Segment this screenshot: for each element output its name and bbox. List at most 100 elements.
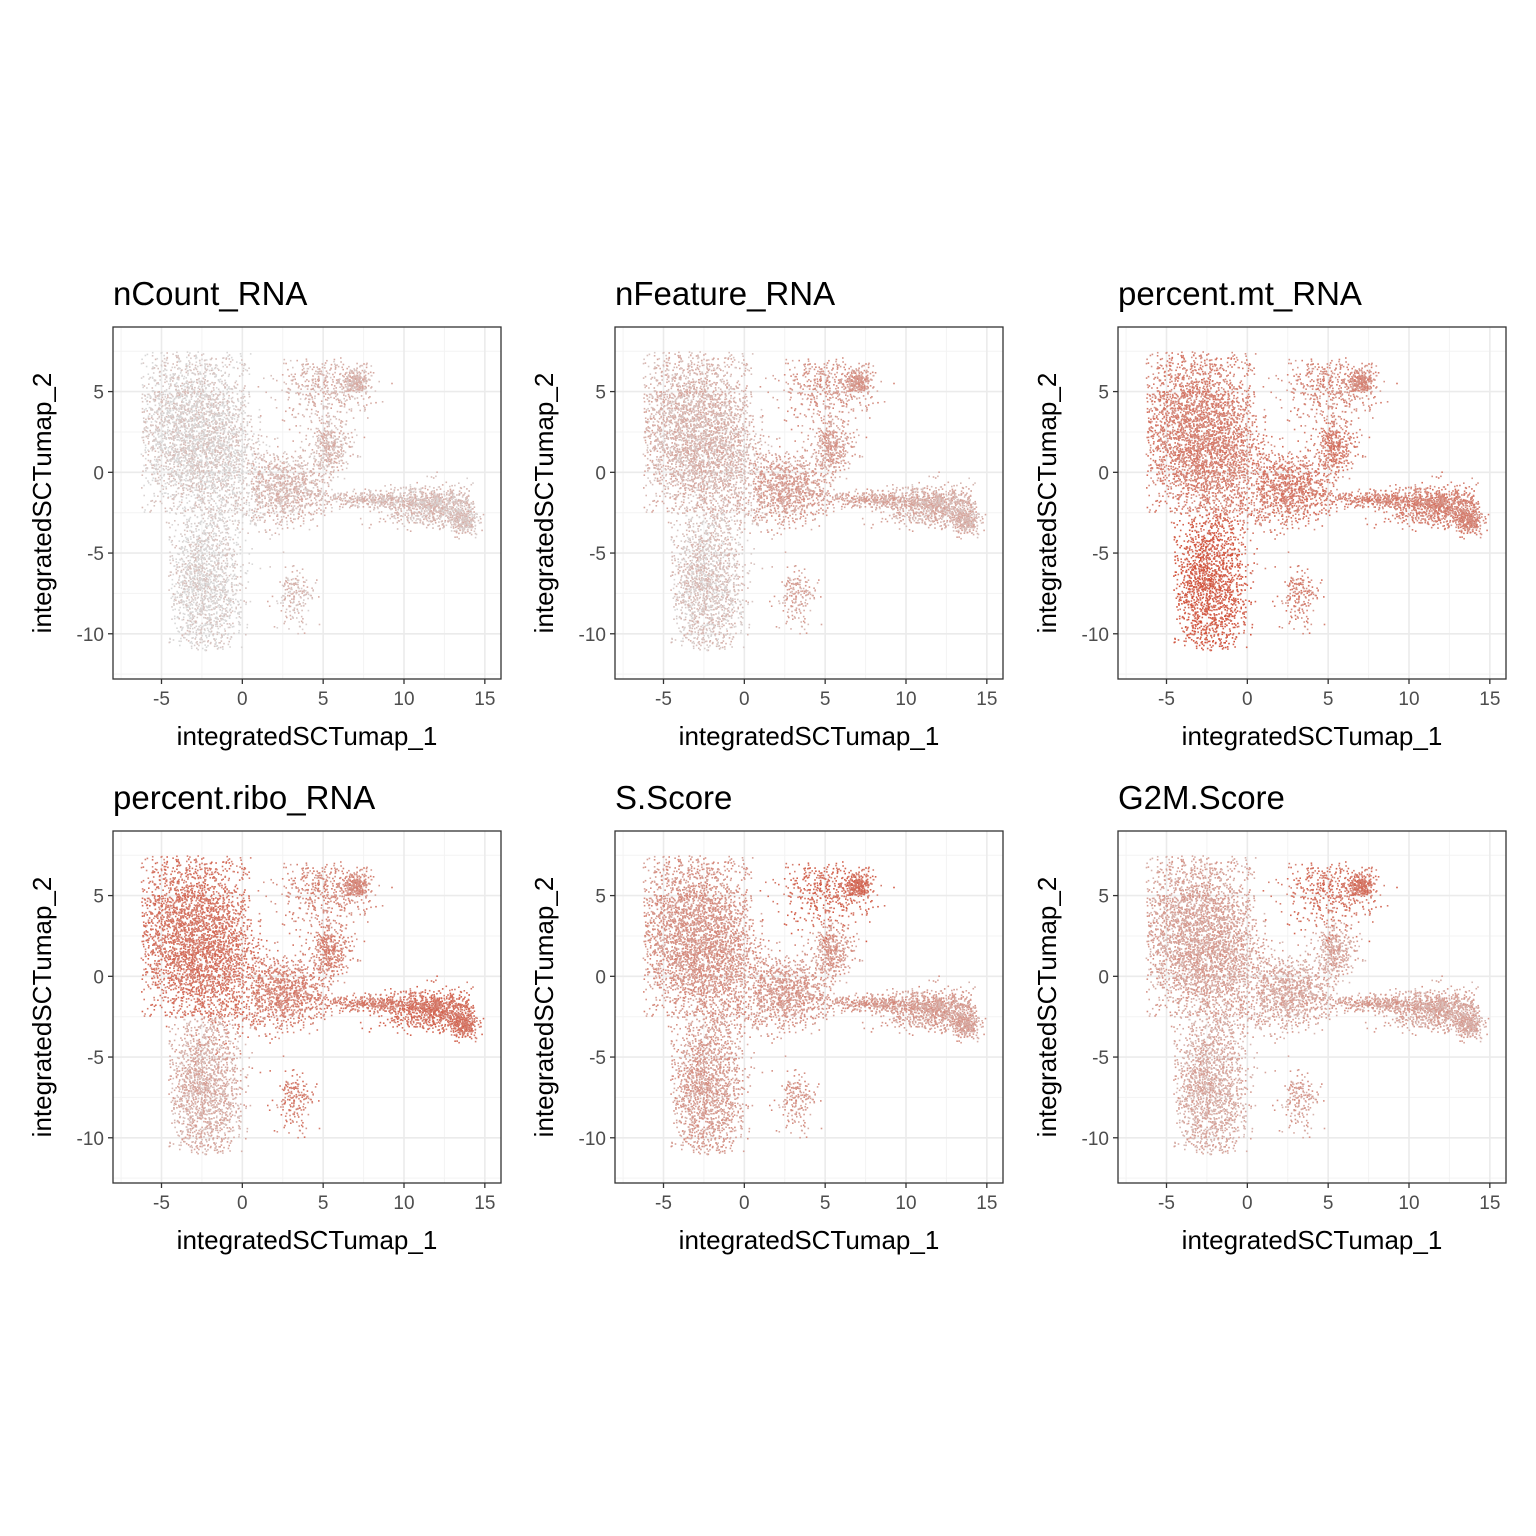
data-point — [163, 496, 165, 498]
data-point — [229, 457, 231, 459]
data-point — [183, 378, 185, 380]
data-point — [174, 444, 176, 446]
data-point — [168, 420, 170, 422]
data-point — [184, 383, 186, 385]
data-point — [200, 412, 202, 414]
data-point — [206, 460, 208, 462]
data-point — [225, 437, 227, 439]
data-point — [225, 364, 227, 366]
data-point — [170, 485, 172, 487]
data-point — [169, 403, 171, 405]
data-point — [176, 357, 178, 359]
data-point — [180, 485, 182, 487]
data-point — [191, 496, 193, 498]
data-point — [170, 385, 172, 387]
data-point — [175, 397, 177, 399]
data-point — [181, 401, 183, 403]
data-point — [194, 400, 196, 402]
data-point — [231, 400, 233, 402]
data-point — [175, 421, 177, 423]
data-point — [189, 352, 191, 354]
data-point — [154, 465, 156, 467]
data-point — [212, 457, 214, 459]
data-point — [190, 394, 192, 396]
data-point — [166, 438, 168, 440]
data-point — [197, 382, 199, 384]
data-point — [155, 479, 157, 481]
data-point — [179, 501, 181, 503]
data-point — [190, 487, 192, 489]
data-point — [180, 444, 182, 446]
data-point — [189, 391, 191, 393]
data-point — [232, 417, 234, 419]
data-point — [142, 455, 144, 457]
data-point — [186, 454, 188, 456]
data-point — [194, 450, 196, 452]
data-point — [244, 439, 246, 441]
data-point — [189, 362, 191, 364]
data-point — [204, 381, 206, 383]
data-point — [243, 444, 245, 446]
data-point — [158, 403, 160, 405]
data-point — [199, 396, 201, 398]
data-point — [185, 480, 187, 482]
data-point — [165, 369, 167, 371]
data-point — [244, 396, 246, 398]
data-point — [213, 506, 215, 508]
data-point — [240, 355, 242, 357]
data-point — [210, 364, 212, 366]
data-point — [238, 435, 240, 437]
data-point — [163, 465, 165, 467]
data-point — [158, 477, 160, 479]
data-point — [165, 373, 167, 375]
data-point — [191, 407, 193, 409]
data-point — [187, 434, 189, 436]
data-point — [190, 416, 192, 418]
data-point — [161, 417, 163, 419]
data-point — [204, 503, 206, 505]
data-point — [184, 393, 186, 395]
data-point — [211, 370, 213, 372]
data-point — [147, 504, 149, 506]
data-point — [169, 405, 171, 407]
data-point — [194, 427, 196, 429]
data-point — [197, 414, 199, 416]
data-point — [144, 385, 146, 387]
data-point — [165, 492, 167, 494]
data-point — [178, 367, 180, 369]
data-point — [228, 397, 230, 399]
data-point — [153, 436, 155, 438]
data-point — [208, 438, 210, 440]
data-point — [242, 405, 244, 407]
data-point — [192, 445, 194, 447]
data-point — [193, 405, 195, 407]
data-point — [175, 471, 177, 473]
data-point — [157, 443, 159, 445]
data-point — [165, 486, 167, 488]
data-point — [160, 413, 162, 415]
data-point — [215, 367, 217, 369]
data-point — [172, 363, 174, 365]
data-point — [175, 460, 177, 462]
data-point — [185, 397, 187, 399]
data-point — [216, 416, 218, 418]
data-point — [171, 509, 173, 511]
data-point — [186, 440, 188, 442]
data-point — [204, 360, 206, 362]
data-point — [192, 434, 194, 436]
data-point — [169, 388, 171, 390]
data-point — [228, 407, 230, 409]
data-point — [150, 425, 152, 427]
data-point — [182, 448, 184, 450]
data-point — [174, 437, 176, 439]
data-point — [187, 365, 189, 367]
data-point — [178, 379, 180, 381]
data-point — [219, 405, 221, 407]
data-point — [235, 449, 237, 451]
data-point — [152, 352, 154, 354]
data-point — [181, 426, 183, 428]
data-point — [181, 388, 183, 390]
data-point — [189, 413, 191, 415]
data-point — [183, 464, 185, 466]
data-point — [250, 353, 252, 355]
